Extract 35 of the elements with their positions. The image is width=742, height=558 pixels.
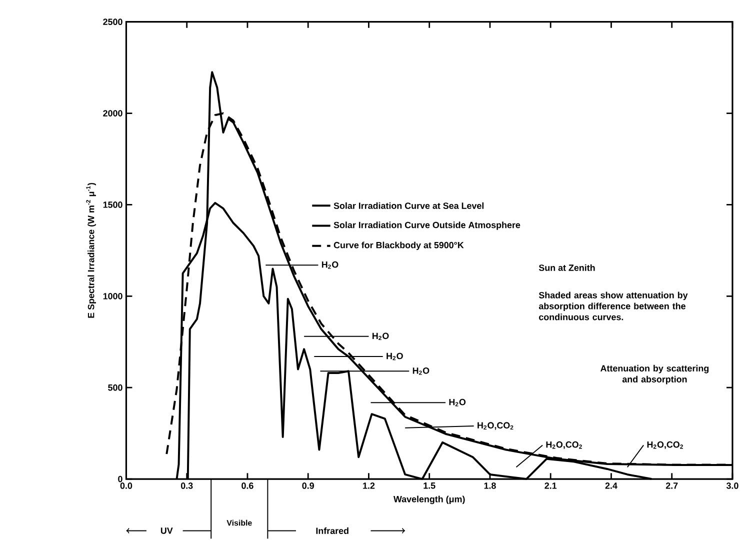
x-tick-label: 2.4 — [605, 482, 618, 490]
x-tick-label: 3.0 — [726, 482, 738, 490]
legend-label: Solar Irradiation Curve at Sea Level — [334, 202, 484, 210]
x-axis-title: Wavelength (μm) — [394, 496, 465, 504]
annotation: H$_{2}$O — [386, 353, 403, 360]
x-tick-label: 2.1 — [544, 482, 557, 490]
y-tick-label: 1000 — [103, 293, 122, 300]
text: UV — [160, 528, 173, 534]
legend-label: Curve for Blackbody at 5900°K — [334, 242, 464, 250]
x-tick-label: 1.5 — [424, 482, 436, 490]
annotation: H$_{2}$O,CO$_{2}$ — [647, 442, 683, 450]
y-tick-label: 500 — [108, 384, 122, 391]
annotation: H$_{2}$O — [372, 332, 389, 340]
x-tick-label: 1.2 — [363, 482, 375, 490]
y-tick-label: 2500 — [103, 18, 122, 26]
annotation: H$_{2}$O — [322, 262, 338, 269]
text: Infrared — [316, 528, 348, 534]
x-tick-label: 1.8 — [484, 482, 496, 490]
y-axis-title: E Spectral Irradiance (W m$^{-2}$ μ$^{-1}$) — [86, 183, 96, 318]
annotation: H$_{2}$O — [449, 399, 466, 406]
y-tick-label: 0 — [118, 476, 122, 482]
y-tick-label: 1500 — [103, 202, 122, 208]
annotation: Sun at Zenith — [538, 264, 595, 272]
legend-label: Solar Irradiation Curve Outside Atmosphere — [334, 222, 520, 230]
x-tick-label: 0.6 — [242, 482, 254, 490]
annotation: H$_{2}$O,CO$_{2}$ — [546, 442, 582, 450]
y-tick-label: 2000 — [103, 110, 122, 117]
x-tick-label: 0.3 — [180, 482, 193, 490]
annotation: Shaded areas show attenuation by absorption difference between the condinuous curves. — [538, 292, 688, 320]
annotation: H$_{2}$O,CO$_{2}$ — [478, 422, 514, 430]
annotation: H$_{2}$O — [412, 368, 430, 376]
x-tick-label: 2.7 — [666, 482, 678, 490]
x-tick-label: 0.9 — [302, 482, 314, 490]
x-tick-label: 0.0 — [120, 482, 132, 490]
annotation: Attenuation by scattering and absorption — [600, 365, 709, 384]
